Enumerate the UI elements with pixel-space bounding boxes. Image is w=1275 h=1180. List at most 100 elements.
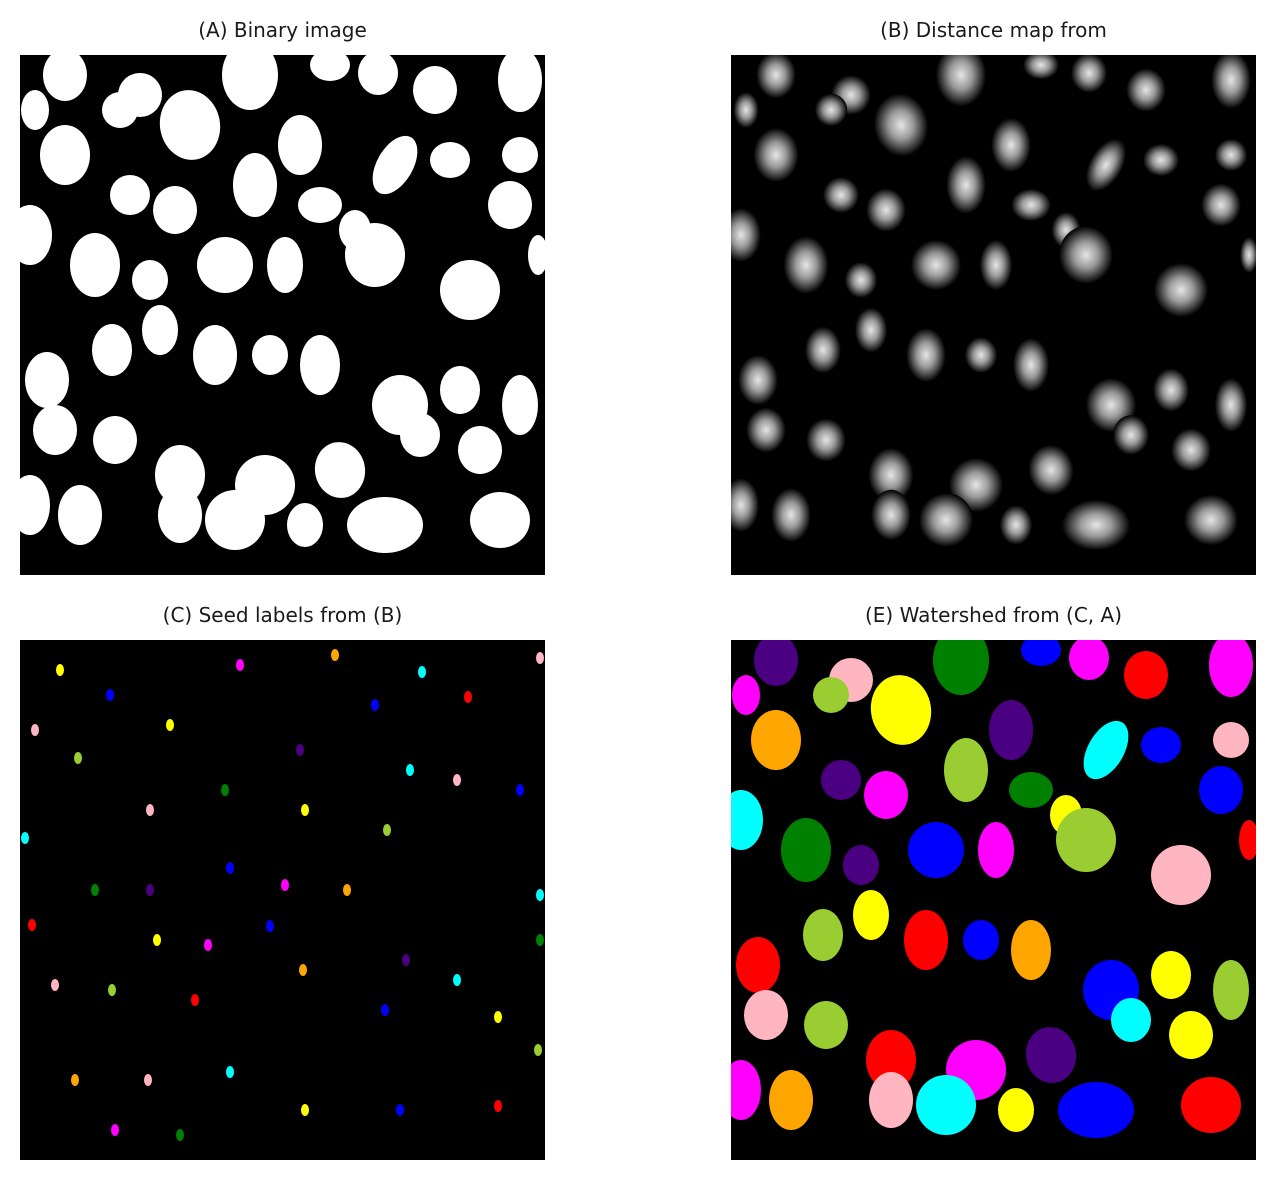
seed-label <box>153 934 161 946</box>
watershed-region <box>944 738 988 802</box>
distance-blob <box>1028 444 1074 496</box>
distance-map-panel <box>731 55 1256 575</box>
distance-blob <box>1214 138 1248 172</box>
binary-blob <box>440 366 480 414</box>
seed-label <box>371 699 379 711</box>
seed-label <box>299 964 307 976</box>
watershed-region <box>1009 772 1053 808</box>
binary-blob <box>58 485 102 545</box>
seed-labels-image <box>21 649 544 1141</box>
seed-label <box>144 1074 152 1086</box>
distance-blob <box>946 156 986 214</box>
binary-blob <box>430 142 470 178</box>
binary-blob <box>43 55 87 101</box>
binary-blob <box>159 90 221 160</box>
seed-label <box>106 689 114 701</box>
watershed-region <box>904 910 948 970</box>
distance-blob <box>738 354 778 406</box>
binary-blob <box>502 137 538 173</box>
watershed-region <box>754 640 798 686</box>
seed-label <box>28 919 36 931</box>
watershed-region <box>1111 998 1151 1042</box>
watershed-region <box>908 822 964 878</box>
binary-blob <box>233 153 277 217</box>
watershed-region <box>989 700 1033 760</box>
distance-blob <box>1214 378 1248 432</box>
seed-label <box>108 984 116 996</box>
binary-blob <box>488 181 532 229</box>
watershed-region <box>998 1088 1034 1132</box>
distance-blob <box>999 505 1033 545</box>
seed-label <box>296 744 304 756</box>
watershed-region <box>1151 845 1211 905</box>
distance-blob <box>935 55 987 107</box>
binary-blob <box>93 416 137 464</box>
distance-blob <box>964 337 998 373</box>
distance-blob <box>906 328 946 382</box>
watershed-region <box>804 1001 848 1049</box>
seed-label <box>74 752 82 764</box>
watershed-region <box>821 760 861 800</box>
distance-blob <box>733 92 759 128</box>
watershed-region <box>1011 920 1051 980</box>
watershed-region <box>1083 720 1129 780</box>
distance-map-image <box>731 55 1256 551</box>
seed-label <box>494 1100 502 1112</box>
watershed-region <box>1124 651 1168 699</box>
distance-blob <box>1240 237 1256 273</box>
seed-label <box>56 664 64 676</box>
binary-blob <box>458 426 502 474</box>
binary-blob <box>205 490 265 550</box>
distance-blob <box>1143 143 1179 177</box>
binary-blob <box>20 475 50 535</box>
watershed-region <box>1021 640 1061 666</box>
distance-blob <box>783 236 829 294</box>
binary-blob <box>197 237 253 293</box>
binary-blob <box>372 135 418 195</box>
panel-b-title: (B) Distance map from <box>880 18 1107 42</box>
distance-blob <box>1184 494 1238 546</box>
distance-blob <box>1154 263 1208 317</box>
watershed-region <box>1199 766 1243 814</box>
distance-blob <box>1023 55 1059 80</box>
seed-label <box>31 724 39 736</box>
binary-blob <box>413 66 457 114</box>
watershed-region <box>1141 727 1181 763</box>
seed-label <box>536 652 544 664</box>
distance-blob <box>1013 338 1049 392</box>
seed-label <box>221 784 229 796</box>
distance-blob <box>919 493 973 547</box>
watershed-region <box>803 909 843 961</box>
seed-label <box>301 804 309 816</box>
seed-labels-panel <box>20 640 545 1160</box>
distance-blob <box>1211 55 1251 109</box>
watershed-region <box>1213 960 1249 1020</box>
binary-blob <box>498 55 542 112</box>
watershed-region <box>864 771 908 819</box>
distance-blob <box>949 458 1003 512</box>
seed-label <box>71 1074 79 1086</box>
watershed-region <box>978 822 1014 878</box>
watershed-region <box>731 790 763 850</box>
binary-blob <box>33 405 77 455</box>
watershed-region <box>744 990 788 1040</box>
panel-a-title: (A) Binary image <box>198 18 367 42</box>
watershed-region <box>1056 808 1116 872</box>
watershed-region <box>866 1030 916 1090</box>
binary-blob <box>21 90 49 130</box>
binary-blob <box>222 55 278 110</box>
watershed-region <box>732 675 760 715</box>
binary-blob <box>110 175 150 215</box>
binary-blob <box>528 235 545 275</box>
binary-blob <box>502 375 538 435</box>
binary-blob <box>298 187 342 223</box>
distance-blob <box>1126 68 1166 112</box>
seed-label <box>204 939 212 951</box>
distance-blob <box>1201 183 1241 227</box>
distance-blob <box>910 239 962 291</box>
binary-blob <box>153 186 197 234</box>
seed-label <box>51 979 59 991</box>
watershed-region <box>1169 1011 1213 1059</box>
watershed-panel <box>731 640 1256 1160</box>
seed-label <box>396 1104 404 1116</box>
